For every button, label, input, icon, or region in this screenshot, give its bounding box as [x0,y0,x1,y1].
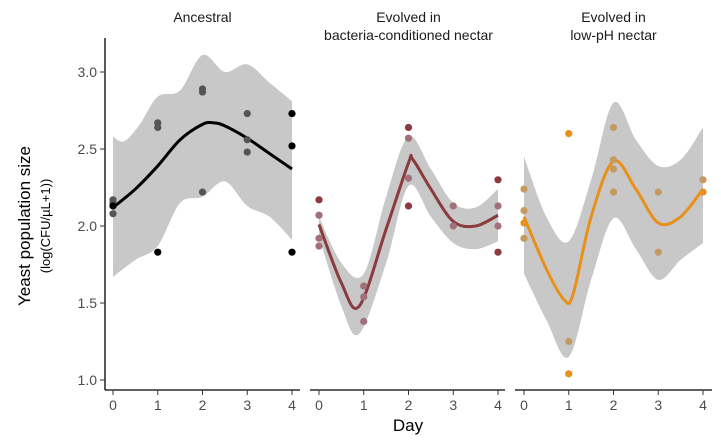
x-tick-label: 0 [520,397,528,413]
fit-line [112,120,293,209]
data-point [360,293,368,301]
data-point [109,202,117,210]
data-point [654,188,662,196]
data-point [154,248,162,256]
data-point [565,337,573,346]
x-tick-label: 1 [360,397,368,413]
data-point [315,234,323,242]
data-point [404,202,413,210]
data-point [565,370,573,378]
panel-1: 0 1 2 3 4 Evolved in bacteria-conditioned nect… [310,9,505,413]
data-point [654,248,662,256]
data-point [609,165,618,173]
data-point [315,242,323,250]
data-point [243,148,251,156]
confidence-ribbon [524,101,703,358]
x-tick-label: 3 [243,397,251,413]
data-point [315,196,323,204]
data-point [404,123,413,132]
panel-title: Ancestral [173,9,231,25]
data-point [360,282,368,290]
y-tick-label: 3.0 [78,64,98,80]
data-point [360,317,368,326]
data-point [288,109,296,118]
x-tick-label: 0 [315,397,323,413]
data-point [109,210,117,218]
panel-title: Evolved in [581,9,646,25]
data-point [243,136,251,144]
data-point [154,123,162,132]
data-point [520,185,528,193]
x-axis-label: Day [393,416,424,435]
panel-0: 0 1 2 3 4 Ancestral 1.0 1.5 2.0 2.5 3.0 [78,9,300,413]
data-point [520,207,528,215]
data-point [494,248,502,256]
y-tick-label: 1.5 [78,295,98,311]
y-axis-label: Yeast population size [15,146,34,306]
data-point [494,176,502,184]
x-tick-label: 2 [199,397,207,413]
data-point [449,222,457,230]
y-tick-label: 1.0 [78,372,98,388]
y-axis-sublabel: (log(CFU/µL+1)) [38,179,53,274]
data-point [494,202,502,210]
data-point [699,176,707,184]
panel-title: low-pH nectar [570,27,657,43]
data-point [699,188,707,196]
y-tick-label: 2.5 [78,141,98,157]
x-tick-label: 4 [288,397,296,413]
data-point [565,130,573,138]
data-point [243,109,251,118]
data-point [198,188,207,196]
panel-title: Evolved in [376,9,441,25]
data-point [609,188,618,196]
x-tick-label: 4 [494,397,502,413]
data-point [520,219,528,227]
fit-line [522,159,705,306]
y-tick-label: 2.0 [78,218,98,234]
x-tick-label: 2 [610,397,618,413]
data-point [449,202,457,210]
x-tick-label: 0 [109,397,117,413]
data-point [494,222,502,230]
data-point [288,248,296,256]
x-tick-label: 3 [449,397,457,413]
x-tick-label: 1 [154,397,162,413]
data-point [315,211,323,219]
panel-title: bacteria-conditioned nectar [324,27,493,43]
x-tick-label: 2 [405,397,413,413]
data-point [609,156,618,164]
x-tick-label: 4 [699,397,707,413]
data-point [520,234,528,242]
data-point [404,134,413,142]
data-point [198,88,207,96]
fit-line [317,153,499,310]
data-point [609,123,618,132]
data-point [404,174,413,182]
x-tick-label: 3 [654,397,662,413]
panel-2: 0 1 2 3 4 Evolved in low-pH nectar [515,9,712,413]
data-point [288,142,296,150]
x-tick-label: 1 [565,397,573,413]
